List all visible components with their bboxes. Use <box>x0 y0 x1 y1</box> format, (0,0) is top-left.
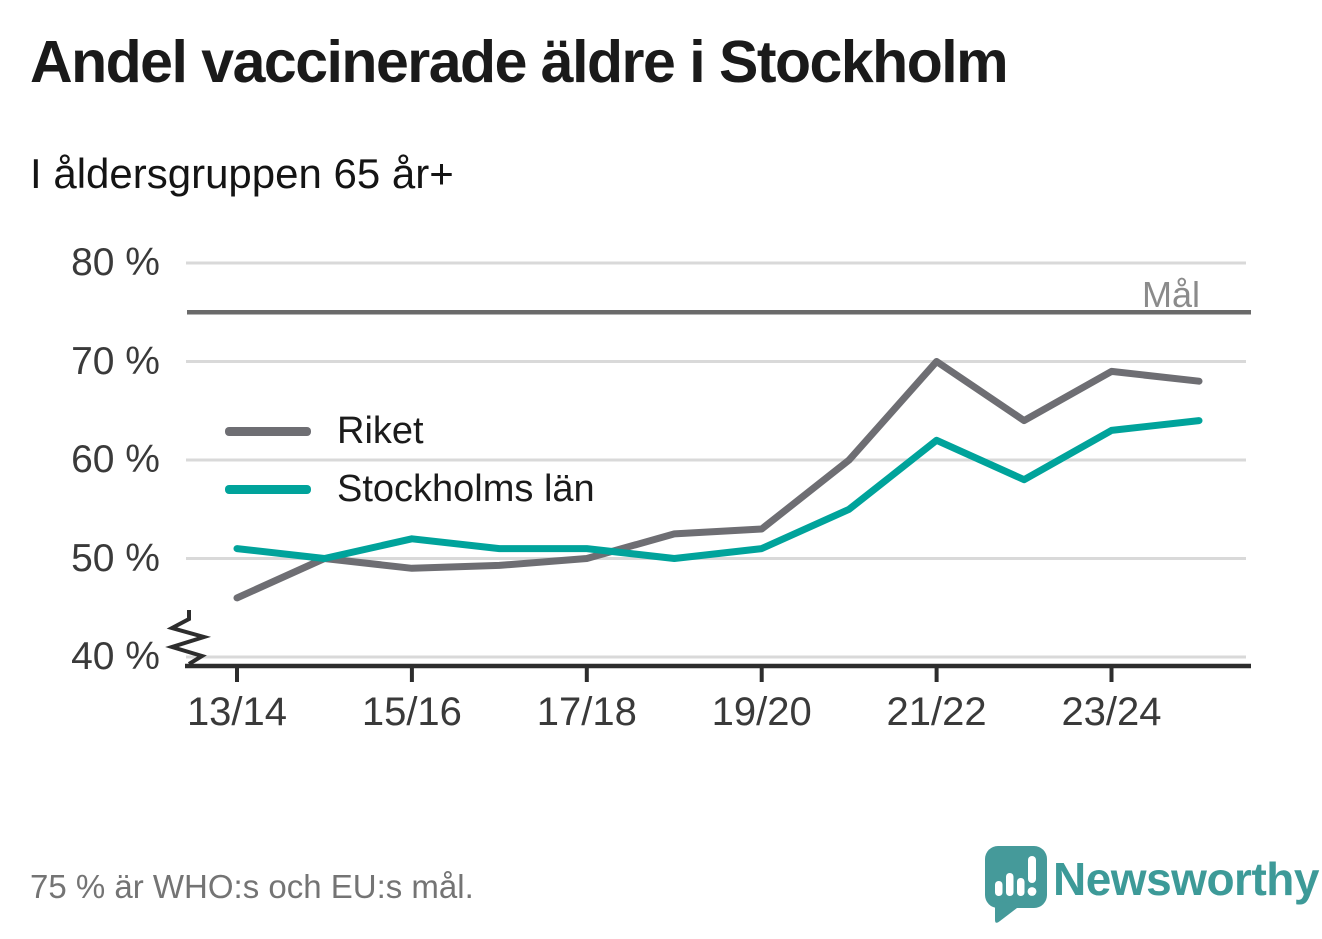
y-axis-break-icon <box>165 610 212 666</box>
y-axis-label: 50 % <box>71 536 160 580</box>
newsworthy-logo: Newsworthy <box>983 842 1319 923</box>
footnote: 75 % är WHO:s och EU:s mål. <box>30 868 474 905</box>
y-axis-label: 40 % <box>71 635 160 678</box>
logo-wordmark: Newsworthy <box>1053 853 1319 905</box>
legend-swatch <box>225 484 311 494</box>
series-line <box>233 417 1203 562</box>
legend-label: Stockholms län <box>337 467 595 510</box>
legend: Riket Stockholms län <box>225 402 595 518</box>
legend-item: Riket <box>225 402 595 460</box>
legend-label: Riket <box>337 409 424 452</box>
x-axis-label: 13/14 <box>186 690 288 734</box>
x-axis-label: 23/24 <box>1061 690 1162 734</box>
x-axis-label: 15/16 <box>361 690 462 734</box>
x-axis-label: 21/22 <box>886 690 987 734</box>
y-axis-label: 80 % <box>71 241 160 284</box>
x-axis-label: 17/18 <box>536 690 637 734</box>
legend-item: Stockholms län <box>225 460 595 518</box>
y-axis-label: 60 % <box>71 438 160 481</box>
goal-line-label: Mål <box>1141 274 1200 315</box>
legend-swatch <box>225 426 311 436</box>
series-line <box>233 358 1203 602</box>
y-axis-label: 70 % <box>71 339 160 383</box>
x-axis-label: 19/20 <box>711 690 812 734</box>
page-subtitle: I åldersgruppen 65 år+ <box>30 150 454 197</box>
page-title: Andel vaccinerade äldre i Stockholm <box>30 29 1009 95</box>
logo-bubble-icon <box>985 846 1047 923</box>
